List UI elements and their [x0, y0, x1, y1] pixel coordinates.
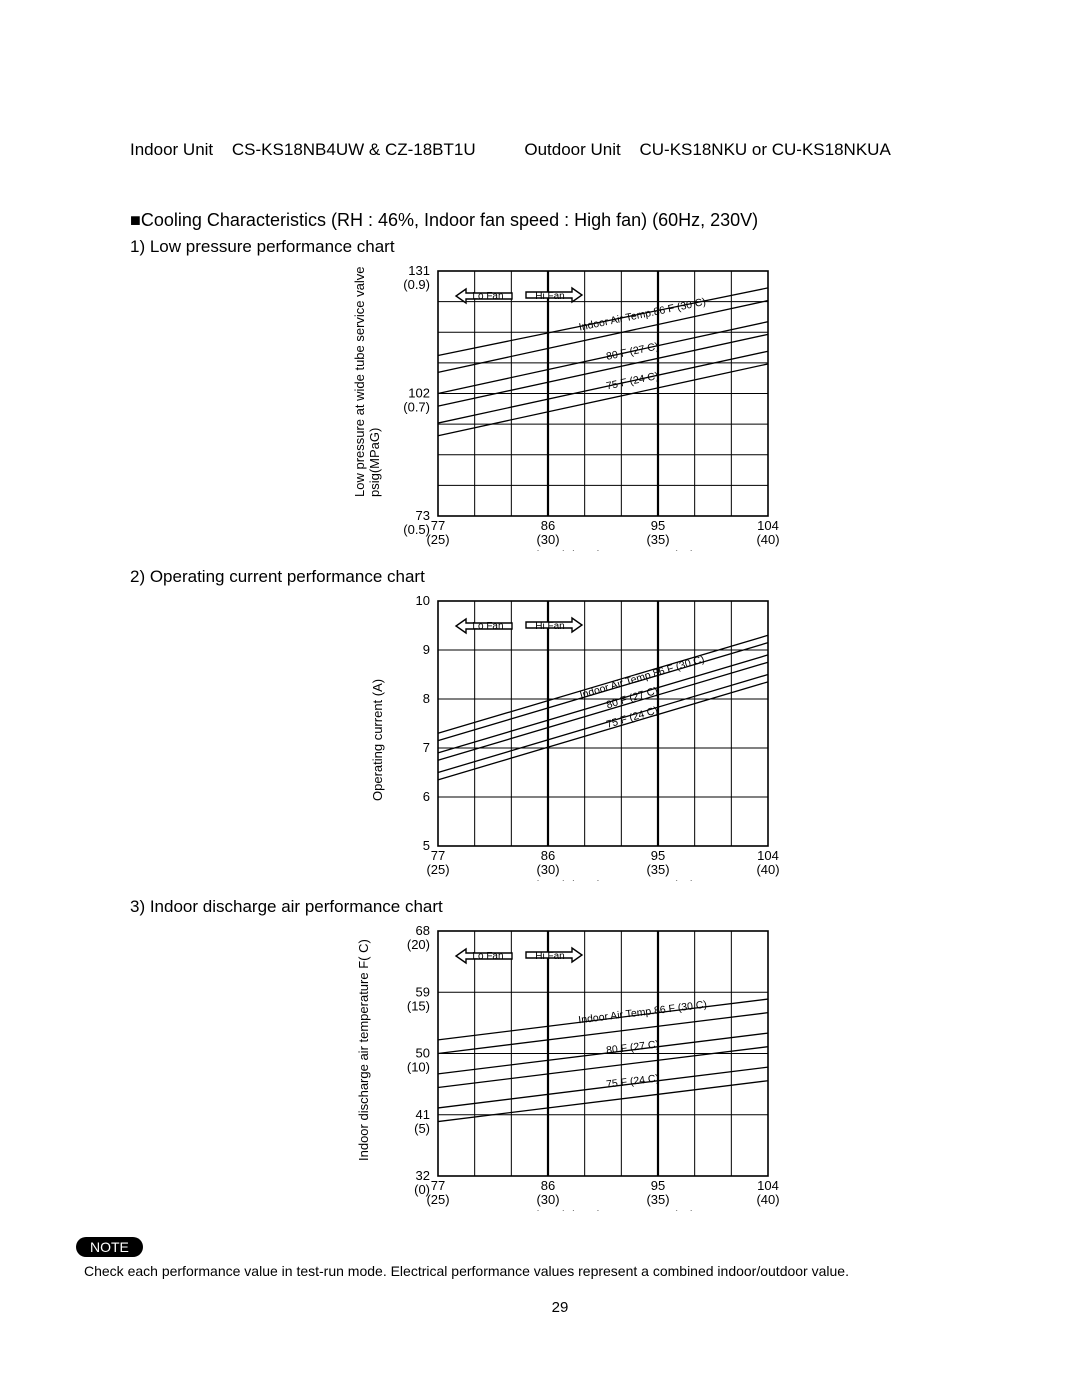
outdoor-value: CU-KS18NKU or CU-KS18NKUA	[640, 140, 891, 160]
svg-text:(40): (40)	[756, 1192, 779, 1207]
svg-text:(5): (5)	[414, 1121, 430, 1136]
svg-text:95: 95	[651, 518, 665, 533]
svg-text:(35): (35)	[646, 1192, 669, 1207]
note-text: Check each performance value in test-run…	[84, 1263, 990, 1279]
svg-text:Hi Fan: Hi Fan	[535, 621, 564, 632]
chart1: Low pressure at wide tube service valve …	[360, 261, 990, 551]
chart2: Operating current (A) 77(25)86(30)95(35)…	[360, 591, 990, 881]
svg-text:77: 77	[431, 518, 445, 533]
svg-text:(20): (20)	[407, 937, 430, 952]
indoor-value: CS-KS18NB4UW & CZ-18BT1U	[232, 140, 476, 160]
svg-text:(30): (30)	[536, 862, 559, 877]
chart1-title: 1) Low pressure performance chart	[130, 237, 990, 257]
svg-text:86: 86	[541, 848, 555, 863]
svg-text:104: 104	[757, 848, 779, 863]
svg-text:(15): (15)	[407, 998, 430, 1013]
svg-text:(0.7): (0.7)	[403, 400, 430, 415]
svg-text:5: 5	[423, 838, 430, 853]
svg-text:Outdoor inlet air DB temp. F: Outdoor inlet air DB temp. F( C)	[511, 1208, 695, 1211]
svg-text:Hi Fan: Hi Fan	[535, 951, 564, 962]
svg-text:68: 68	[416, 923, 430, 938]
svg-text:77: 77	[431, 1178, 445, 1193]
svg-text:50: 50	[416, 1046, 430, 1061]
svg-text:10: 10	[416, 593, 430, 608]
note: NOTE Check each performance value in tes…	[130, 1237, 990, 1279]
svg-text:73: 73	[416, 508, 430, 523]
svg-text:(30): (30)	[536, 532, 559, 547]
svg-text:(35): (35)	[646, 862, 669, 877]
chart2-svg: 77(25) 86(30) 95(35) 104(40) 10 9 8 7 6 5 Outdoor …	[360, 591, 820, 881]
svg-text:(0): (0)	[414, 1182, 430, 1197]
svg-text:(40): (40)	[756, 862, 779, 877]
svg-text:131: 131	[408, 263, 430, 278]
svg-text:95: 95	[651, 848, 665, 863]
svg-text:95: 95	[651, 1178, 665, 1193]
svg-text:104: 104	[757, 1178, 779, 1193]
svg-text:Lo Fan: Lo Fan	[472, 291, 503, 302]
chart2-ylabel: Operating current (A)	[370, 679, 385, 801]
page-number: 29	[130, 1299, 990, 1316]
svg-text:102: 102	[408, 386, 430, 401]
svg-text:(25): (25)	[426, 862, 449, 877]
svg-text:77: 77	[431, 848, 445, 863]
svg-text:Outdoor inlet air DB temp. F: Outdoor inlet air DB temp. F( C)	[511, 878, 695, 881]
svg-text:(30): (30)	[536, 1192, 559, 1207]
svg-text:104: 104	[757, 518, 779, 533]
chart3-title: 3) Indoor discharge air performance char…	[130, 897, 990, 917]
svg-text:86: 86	[541, 518, 555, 533]
svg-text:8: 8	[423, 691, 430, 706]
svg-text:Hi Fan: Hi Fan	[535, 291, 564, 302]
svg-text:32: 32	[416, 1168, 430, 1183]
chart3-svg: 77(25)86(30)95(35)104(40)68(20)59(15)50(…	[360, 921, 820, 1211]
section-title: ■Cooling Characteristics (RH : 46%, Indo…	[130, 210, 990, 231]
header-line: Indoor Unit CS-KS18NB4UW & CZ-18BT1U Out…	[130, 140, 990, 160]
svg-text:59: 59	[416, 984, 430, 999]
chart1-svg: 77(25)86(30)95(35)104(40)131(0.9)102(0.7…	[360, 261, 820, 551]
svg-text:Lo Fan: Lo Fan	[472, 951, 503, 962]
svg-text:(0.5): (0.5)	[403, 522, 430, 537]
svg-text:Outdoor inlet air DB temp. F: Outdoor inlet air DB temp. F( C)	[511, 548, 695, 551]
outdoor-label: Outdoor Unit	[524, 140, 620, 160]
svg-text:(0.9): (0.9)	[403, 277, 430, 292]
svg-text:86: 86	[541, 1178, 555, 1193]
svg-text:6: 6	[423, 789, 430, 804]
chart2-title: 2) Operating current performance chart	[130, 567, 990, 587]
svg-text:(10): (10)	[407, 1060, 430, 1075]
svg-text:9: 9	[423, 642, 430, 657]
chart1-ylabel: Low pressure at wide tube service valve …	[352, 266, 382, 497]
svg-text:7: 7	[423, 740, 430, 755]
svg-text:41: 41	[416, 1107, 430, 1122]
chart3: Indoor discharge air temperature F( C) 7…	[360, 921, 990, 1211]
indoor-label: Indoor Unit	[130, 140, 213, 160]
svg-text:(35): (35)	[646, 532, 669, 547]
svg-text:Lo Fan: Lo Fan	[472, 621, 503, 632]
chart3-ylabel: Indoor discharge air temperature F( C)	[356, 939, 371, 1161]
note-pill: NOTE	[76, 1237, 143, 1257]
svg-text:(40): (40)	[756, 532, 779, 547]
